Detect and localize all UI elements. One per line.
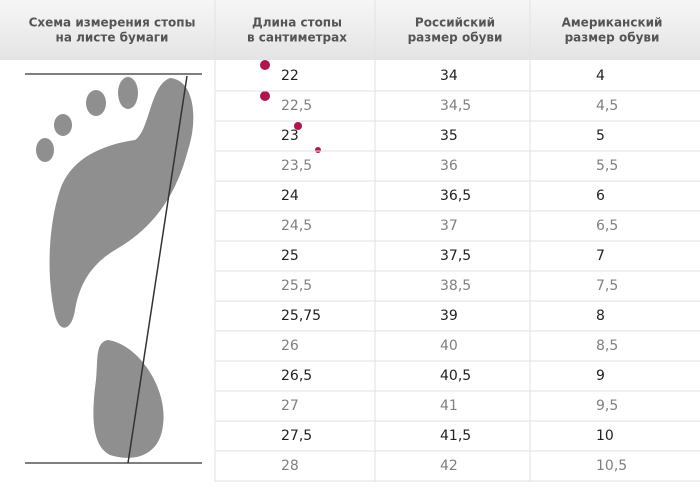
- cell: 28: [281, 458, 299, 474]
- cell: 24: [281, 188, 299, 204]
- cell: 10,5: [596, 458, 627, 474]
- cell: 6: [596, 188, 605, 204]
- header-text: Российский: [415, 16, 495, 30]
- header-text: размер обуви: [408, 31, 503, 45]
- table-body: 22 34 4 22,5 34,5 4,5 23 35 5 23,5 36 5,5 24 36,5 6 24,…: [215, 68, 700, 482]
- header-text: Длина стопы: [252, 16, 342, 30]
- cell: 24,5: [281, 218, 312, 234]
- foot-diagram: [25, 73, 202, 464]
- cell: 4: [596, 68, 605, 84]
- cell: 6,5: [596, 218, 618, 234]
- cell: 27: [281, 398, 299, 414]
- cell: 8: [596, 308, 605, 324]
- cell: 9: [596, 368, 605, 384]
- cell: 10: [596, 428, 614, 444]
- cell: 36: [440, 158, 458, 174]
- cell: 23,5: [281, 158, 312, 174]
- cell: 40: [440, 338, 458, 354]
- cell: 7,5: [596, 278, 618, 294]
- cell: 26,5: [281, 368, 312, 384]
- cell: 22: [281, 68, 299, 84]
- header-text: в сантиметрах: [247, 31, 347, 45]
- header-text: Схема измерения стопы: [29, 16, 196, 30]
- cell: 4,5: [596, 98, 618, 114]
- cell: 34: [440, 68, 458, 84]
- cell: 9,5: [596, 398, 618, 414]
- header-bg: [0, 0, 700, 60]
- cell: 39: [440, 308, 458, 324]
- cell: 26: [281, 338, 299, 354]
- cell: 42: [440, 458, 458, 474]
- cell: 34,5: [440, 98, 471, 114]
- cell: 27,5: [281, 428, 312, 444]
- decor-dots: [260, 60, 321, 153]
- cell: 40,5: [440, 368, 471, 384]
- header-text: размер обуви: [565, 31, 660, 45]
- header-text: на листе бумаги: [56, 31, 169, 45]
- cell: 25,75: [281, 308, 321, 324]
- cell: 25: [281, 248, 299, 264]
- cell: 25,5: [281, 278, 312, 294]
- cell: 41,5: [440, 428, 471, 444]
- cell: 41: [440, 398, 458, 414]
- cell: 35: [440, 128, 458, 144]
- cell: 37,5: [440, 248, 471, 264]
- cell: 36,5: [440, 188, 471, 204]
- cell: 23: [281, 128, 299, 144]
- cell: 5: [596, 128, 605, 144]
- cell: 7: [596, 248, 605, 264]
- header-text: Американский: [562, 16, 663, 30]
- cell: 38,5: [440, 278, 471, 294]
- cell: 5,5: [596, 158, 618, 174]
- cell: 37: [440, 218, 458, 234]
- cell: 22,5: [281, 98, 312, 114]
- cell: 8,5: [596, 338, 618, 354]
